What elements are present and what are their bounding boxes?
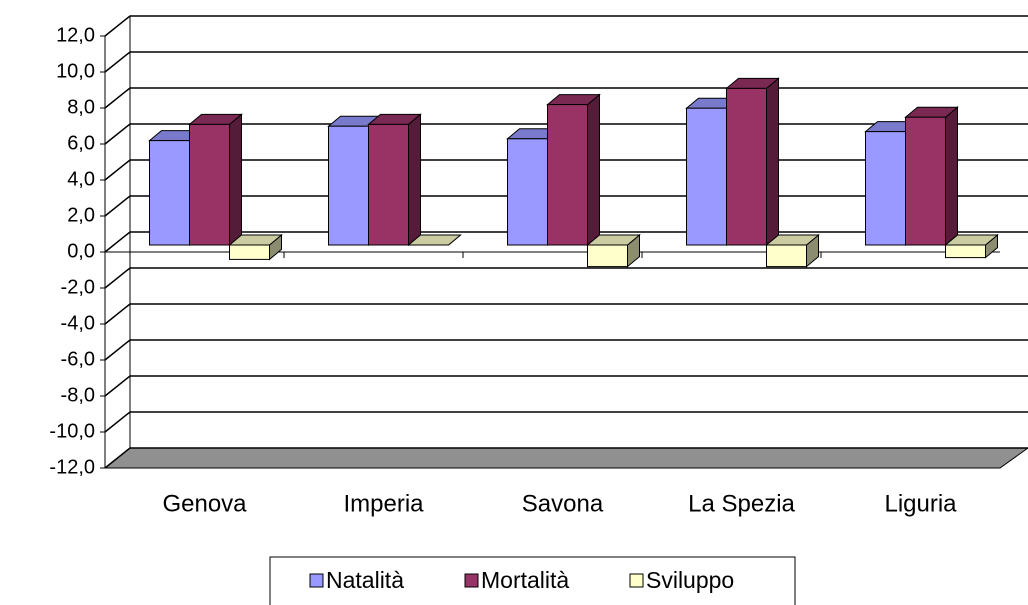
bar xyxy=(188,113,243,247)
y-tick-label: -12,0 xyxy=(49,456,95,478)
bar-face xyxy=(686,107,727,246)
floor xyxy=(103,447,1028,469)
grid-line xyxy=(104,411,1028,433)
y-tick-label: 6,0 xyxy=(67,132,95,154)
bar-face xyxy=(407,234,462,246)
legend-label: Sviluppo xyxy=(646,567,734,593)
y-tick-label: -6,0 xyxy=(61,348,95,370)
legend-box xyxy=(269,556,796,605)
bar xyxy=(725,77,780,247)
y-tick-label: 0,0 xyxy=(67,240,95,262)
y-tick-label: 10,0 xyxy=(56,60,95,82)
bar xyxy=(228,233,283,261)
bar-face xyxy=(368,123,409,246)
y-tick-label: 12,0 xyxy=(56,24,95,46)
bar-face xyxy=(865,131,906,246)
grid-line xyxy=(104,339,1028,361)
legend-swatch xyxy=(629,573,644,588)
bar-face xyxy=(726,87,767,246)
grid-line xyxy=(104,267,1028,289)
bar-face xyxy=(149,140,190,246)
x-tick-label: Imperia xyxy=(343,490,424,517)
bar-face xyxy=(587,244,628,268)
bar-face xyxy=(766,244,807,268)
legend-label: Natalità xyxy=(326,567,404,593)
bar xyxy=(367,113,422,247)
x-tick-label: Genova xyxy=(162,490,247,517)
bar xyxy=(765,233,820,268)
bar-face xyxy=(945,244,986,259)
bar-face xyxy=(328,125,369,246)
y-tick-label: 2,0 xyxy=(67,204,95,226)
grid-line xyxy=(104,303,1028,325)
y-tick-label: -2,0 xyxy=(61,276,95,298)
bar xyxy=(546,93,601,247)
y-tick-label: -8,0 xyxy=(61,384,95,406)
x-tick-label: Savona xyxy=(522,490,604,517)
bar-face xyxy=(189,123,230,246)
y-tick-label: -10,0 xyxy=(49,420,95,442)
bar xyxy=(944,233,999,259)
bar-face xyxy=(547,104,588,246)
bar-face xyxy=(905,116,946,246)
bar-face xyxy=(507,138,548,246)
y-tick-label: 4,0 xyxy=(67,168,95,190)
bar xyxy=(904,106,959,247)
x-tick-label: Liguria xyxy=(884,490,957,517)
x-tick-label: La Spezia xyxy=(688,490,795,517)
bar-face xyxy=(408,113,421,247)
y-tick-label: 8,0 xyxy=(67,96,95,118)
bar-face xyxy=(587,93,600,247)
bar-face xyxy=(766,77,779,247)
legend-label: Mortalità xyxy=(481,567,569,593)
bar xyxy=(586,233,641,268)
bar xyxy=(407,234,462,246)
bar-face xyxy=(229,113,242,247)
grid-line xyxy=(104,375,1028,397)
grid-line xyxy=(104,51,1028,73)
y-tick-label: -4,0 xyxy=(61,312,95,334)
legend-swatch xyxy=(464,573,479,588)
bar-face xyxy=(945,106,958,247)
legend-swatch xyxy=(309,573,324,588)
bar-face xyxy=(229,244,270,260)
grid-line xyxy=(104,15,1028,37)
